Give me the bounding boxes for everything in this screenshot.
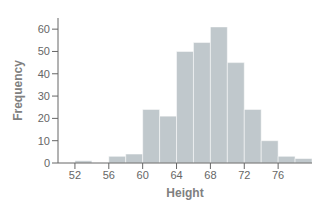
svg-text:52: 52	[69, 169, 81, 181]
svg-text:56: 56	[103, 169, 115, 181]
svg-text:40: 40	[38, 68, 50, 80]
svg-text:30: 30	[38, 90, 50, 102]
svg-text:50: 50	[38, 45, 50, 57]
svg-text:Frequency: Frequency	[11, 60, 25, 121]
svg-text:10: 10	[38, 135, 50, 147]
svg-text:76: 76	[272, 169, 284, 181]
svg-text:68: 68	[204, 169, 216, 181]
svg-text:72: 72	[238, 169, 250, 181]
svg-text:20: 20	[38, 112, 50, 124]
svg-text:60: 60	[137, 169, 149, 181]
svg-text:Height: Height	[166, 186, 203, 200]
svg-text:0: 0	[44, 157, 50, 169]
svg-text:60: 60	[38, 23, 50, 35]
svg-text:64: 64	[170, 169, 182, 181]
